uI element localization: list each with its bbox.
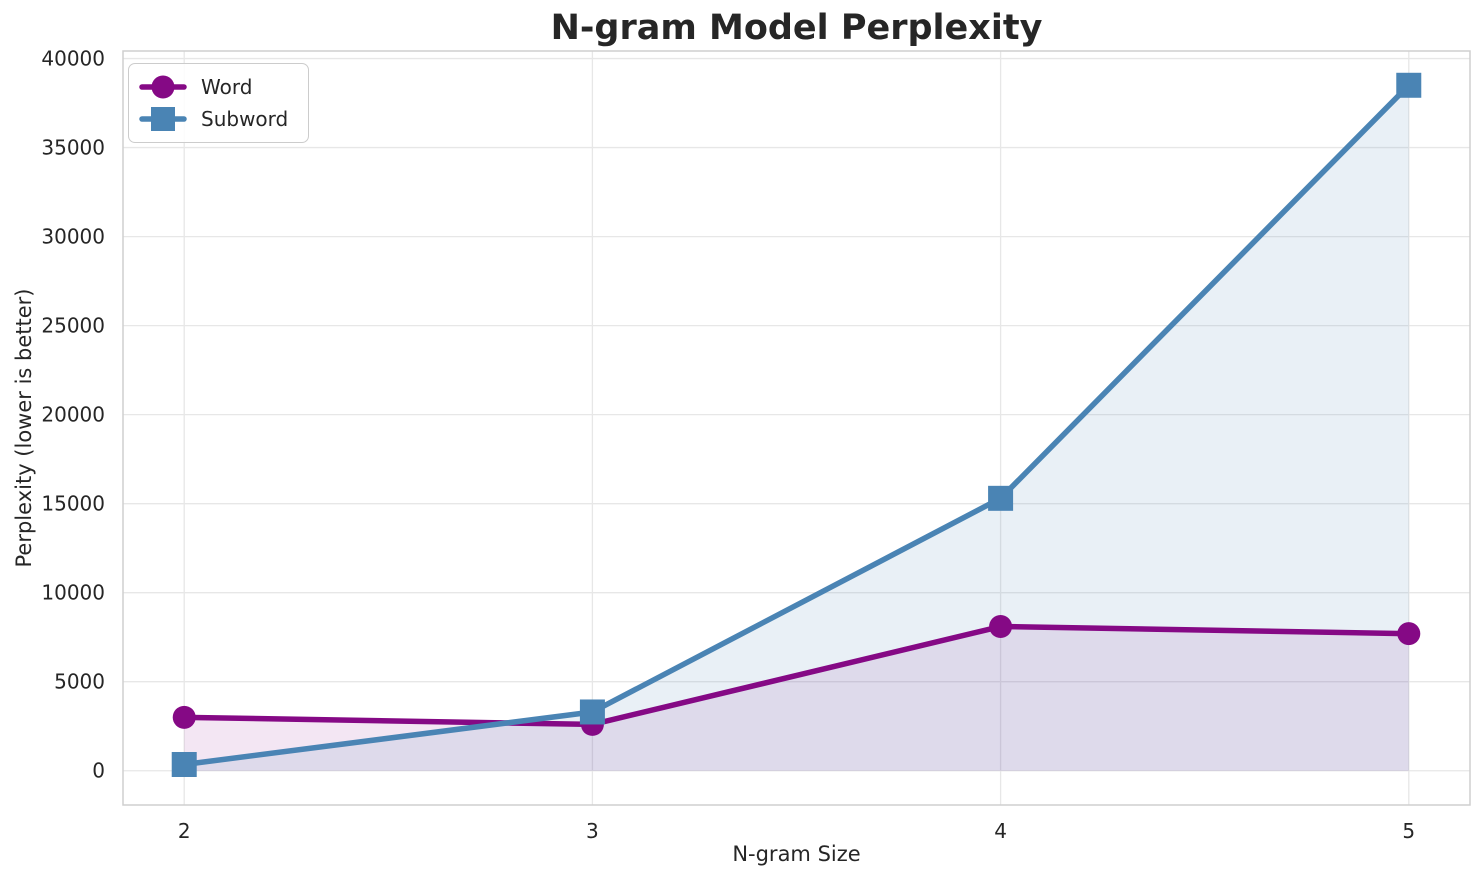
legend-item-subword: Subword (139, 104, 288, 134)
x-tick-label-4: 4 (994, 819, 1007, 843)
y-tick-label-5000: 5000 (54, 670, 105, 694)
x-tick-label-3: 3 (586, 819, 599, 843)
marker-subword-4 (988, 485, 1014, 511)
y-tick-label-25000: 25000 (41, 314, 105, 338)
x-axis-label: N-gram Size (732, 842, 861, 866)
subword-line-marker-icon (139, 107, 187, 131)
area-fill-word (184, 626, 1409, 771)
legend-item-word: Word (139, 72, 288, 102)
legend-label-word: Word (201, 75, 253, 99)
x-tick-label-2: 2 (178, 819, 191, 843)
area-fill-subword (184, 85, 1409, 771)
chart-title: N-gram Model Perplexity (550, 8, 1043, 48)
word-line-marker-icon (139, 75, 187, 99)
marker-word-4 (989, 615, 1013, 639)
marker-word-5 (1397, 622, 1421, 646)
marker-subword-2 (171, 751, 197, 777)
y-tick-label-20000: 20000 (41, 403, 105, 427)
series-line-subword (181, 82, 1412, 768)
legend: Word Subword (128, 63, 310, 143)
y-tick-label-30000: 30000 (41, 225, 105, 249)
marker-subword-3 (579, 699, 605, 725)
marker-subword-5 (1396, 72, 1422, 98)
legend-label-subword: Subword (201, 107, 289, 131)
y-tick-label-40000: 40000 (41, 47, 105, 71)
y-tick-label-35000: 35000 (41, 136, 105, 160)
y-tick-label-10000: 10000 (41, 581, 105, 605)
y-tick-label-15000: 15000 (41, 492, 105, 516)
series-line-word (181, 623, 1412, 728)
x-tick-label-5: 5 (1402, 819, 1415, 843)
marker-word-2 (172, 705, 196, 729)
plot-border (122, 50, 1471, 806)
y-tick-label-0: 0 (92, 759, 105, 783)
